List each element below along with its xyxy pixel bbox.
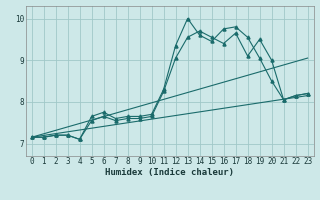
X-axis label: Humidex (Indice chaleur): Humidex (Indice chaleur) (105, 168, 234, 177)
